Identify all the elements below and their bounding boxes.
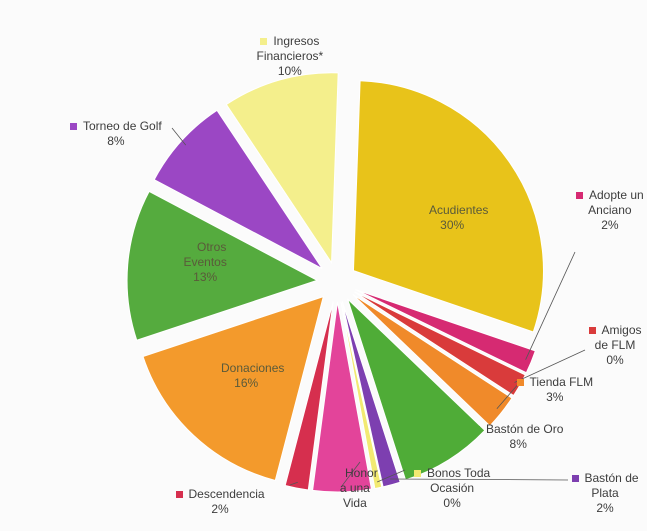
slice-label-tienda-flm: Tienda FLM 3% xyxy=(516,375,594,405)
slice-label-text: Plata xyxy=(591,485,619,500)
slice-label-text: Anciano xyxy=(588,202,632,217)
leader-line-baston-de-plata xyxy=(390,478,569,481)
legend-swatch xyxy=(473,426,480,433)
slice-label-ingresos-financieros: Ingresos Financieros* 10% xyxy=(257,34,324,79)
slice-label-amigos-de-flm: Amigos de FLM 0% xyxy=(588,322,642,368)
slice-label-text: Adopte un xyxy=(589,187,644,202)
legend-swatch xyxy=(414,469,421,477)
slice-label-torneo-de-golf: Torneo de Golf 8% xyxy=(70,119,162,149)
slice-label-adopte-un-anciano: Adopte un Anciano 2% xyxy=(576,188,644,233)
slice-label-donaciones: Donaciones 16% xyxy=(208,361,284,391)
slice-label-text: de FLM xyxy=(594,337,636,352)
legend-swatch xyxy=(260,37,268,45)
legend-swatch xyxy=(416,207,423,214)
pie-slice-ingresos-financieros xyxy=(225,72,339,265)
pie-slice-torneo-de-golf xyxy=(153,109,323,270)
slice-label-text: Tienda FLM xyxy=(529,375,594,389)
slice-label-text: Descendencia xyxy=(188,487,265,501)
slice-label-honor-a-una-vida: Honor a una Vida xyxy=(332,466,378,511)
slice-label-bonos-toda-ocasion: Bonos Toda Ocasión 0% xyxy=(414,466,490,511)
pie-slice-donaciones xyxy=(142,295,325,482)
slice-percent-label: 8% xyxy=(107,134,125,148)
slice-label-text: Ocasión xyxy=(430,480,475,495)
pie-slice-descendencia xyxy=(284,301,334,491)
slice-label-text: Bastón de xyxy=(584,470,639,485)
slice-percent-label: 30% xyxy=(440,218,465,232)
pie-slice-acudientes xyxy=(352,80,544,333)
slice-label-acudientes: Acudientes 30% xyxy=(416,203,488,233)
legend-swatch xyxy=(571,474,579,482)
leader-line-bonos-toda-ocasion xyxy=(377,469,406,483)
leader-line-amigos-de-flm xyxy=(514,349,586,383)
slice-label-text: Ingresos xyxy=(273,33,320,48)
slice-label-text: Eventos xyxy=(183,254,227,269)
slice-label-text: Otros xyxy=(197,239,227,254)
legend-swatch xyxy=(588,326,596,334)
legend-swatch xyxy=(576,191,583,199)
legend-swatch xyxy=(184,243,191,251)
legend-swatch xyxy=(516,379,524,386)
pie-slice-baston-de-plata xyxy=(341,301,401,488)
slice-percent-label: 3% xyxy=(546,390,564,404)
slice-label-text: a una xyxy=(339,480,370,495)
slice-label-text: Donaciones xyxy=(221,361,285,375)
leader-line-torneo-de-golf xyxy=(171,127,187,146)
pie-slice-adopte-un-anciano xyxy=(355,289,536,374)
slice-label-text: Amigos xyxy=(601,322,642,337)
leader-line-adopte-un-anciano xyxy=(525,251,576,360)
slice-label-text: Bastón de Oro xyxy=(486,422,564,436)
slice-label-text: Bonos Toda xyxy=(427,465,491,480)
legend-swatch xyxy=(70,123,77,130)
slice-percent-label: 10% xyxy=(277,63,302,78)
leader-line-descendencia xyxy=(289,481,298,486)
slice-percent-label: 2% xyxy=(211,502,229,516)
leader-line-tienda-flm xyxy=(496,381,521,410)
slice-percent-label: 2% xyxy=(601,217,619,232)
slice-label-baston-de-oro: Bastón de Oro 8% xyxy=(473,422,563,452)
slice-label-text: Honor xyxy=(345,465,378,480)
pie-slice-tienda-flm xyxy=(352,294,513,427)
slice-label-text: Financieros* xyxy=(256,48,324,63)
slice-label-descendencia: Descendencia 2% xyxy=(175,487,265,517)
slice-label-text: Torneo de Golf xyxy=(83,119,162,133)
pie-slice-honor-a-una-vida xyxy=(312,301,372,493)
legend-swatch xyxy=(332,469,339,477)
slice-percent-label: 16% xyxy=(234,376,259,390)
slice-percent-label: 13% xyxy=(193,269,218,284)
slice-label-text: Acudientes xyxy=(429,203,489,217)
slice-label-baston-de-plata: Bastón de Plata 2% xyxy=(571,470,639,516)
slice-label-otros-eventos: Otros Eventos 13% xyxy=(184,240,227,285)
leader-line-honor-a-una-vida xyxy=(341,461,361,487)
legend-swatch xyxy=(175,491,183,498)
slice-percent-label: 2% xyxy=(596,500,614,515)
pie-slice-bonos-toda-ocasion xyxy=(340,301,383,490)
slice-percent-label: 0% xyxy=(606,352,624,367)
pie-slice-otros-eventos xyxy=(126,190,319,341)
legend-swatch xyxy=(208,365,215,372)
slice-label-text: Vida xyxy=(342,495,367,510)
slice-percent-label: 8% xyxy=(509,437,527,451)
slice-percent-label: 0% xyxy=(443,495,461,510)
